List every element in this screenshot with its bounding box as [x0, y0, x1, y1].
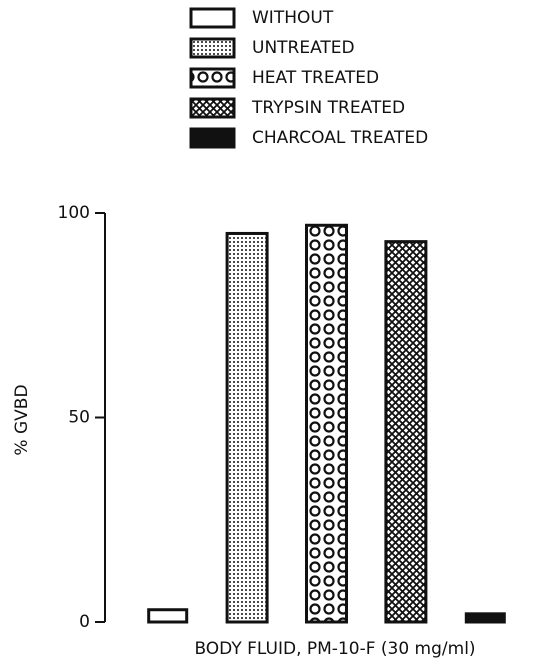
bar	[225, 231, 269, 624]
legend-swatch	[189, 127, 236, 149]
y-tick-label: 100	[58, 203, 90, 223]
y-tick-label: 50	[68, 408, 90, 428]
bar	[384, 240, 428, 624]
y-tick-label: 0	[79, 612, 90, 632]
legend-swatch	[189, 7, 236, 29]
bar	[464, 612, 506, 624]
legend-label: CHARCOAL TREATED	[252, 128, 428, 148]
bar	[305, 223, 348, 624]
legend-label: TRYPSIN TREATED	[251, 98, 405, 118]
legend-swatch	[189, 37, 236, 59]
legend-label: UNTREATED	[252, 38, 355, 58]
legend-label: WITHOUT	[252, 8, 334, 28]
legend-swatch	[189, 67, 236, 89]
y-axis-label: % GVBD	[12, 384, 32, 455]
bar	[147, 608, 189, 624]
legend-label: HEAT TREATED	[252, 68, 379, 88]
x-axis-label: BODY FLUID, PM-10-F (30 mg/ml)	[194, 639, 475, 659]
legend-swatch	[189, 97, 236, 119]
